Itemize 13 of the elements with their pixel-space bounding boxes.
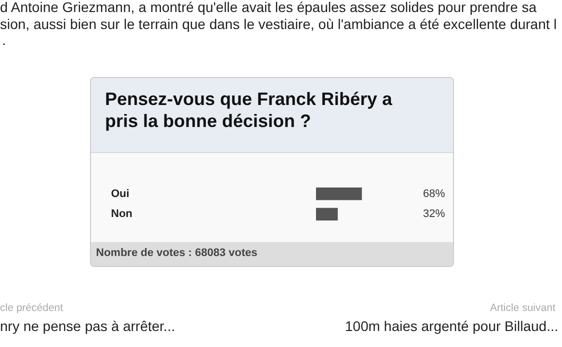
text: d Antoine Griezmann, a montré qu'elle avait les épaules assez solides pour prendre sa	[0, 0, 537, 15]
data-label: 32%	[422, 208, 446, 220]
y-tick-label: Oui	[111, 188, 130, 200]
text: Article suivant	[490, 302, 556, 314]
data-label: 68%	[422, 188, 446, 200]
y-tick-label: Non	[111, 208, 133, 220]
text: nry ne pense pas à arrêter...	[0, 318, 176, 334]
chart-title: Pensez-vous que Franck Ribéry a pris la bonne décision ?	[91, 78, 453, 153]
text: sion, aussi bien sur le terrain que dans le vestiaire, où l'ambiance a été excellente durant l	[0, 16, 557, 32]
text: Nombre de votes : 68083 votes	[91, 242, 453, 266]
text: cle précédent	[0, 302, 64, 314]
text: .	[2, 32, 6, 48]
text: 100m haies argenté pour Billaud...	[345, 318, 558, 334]
